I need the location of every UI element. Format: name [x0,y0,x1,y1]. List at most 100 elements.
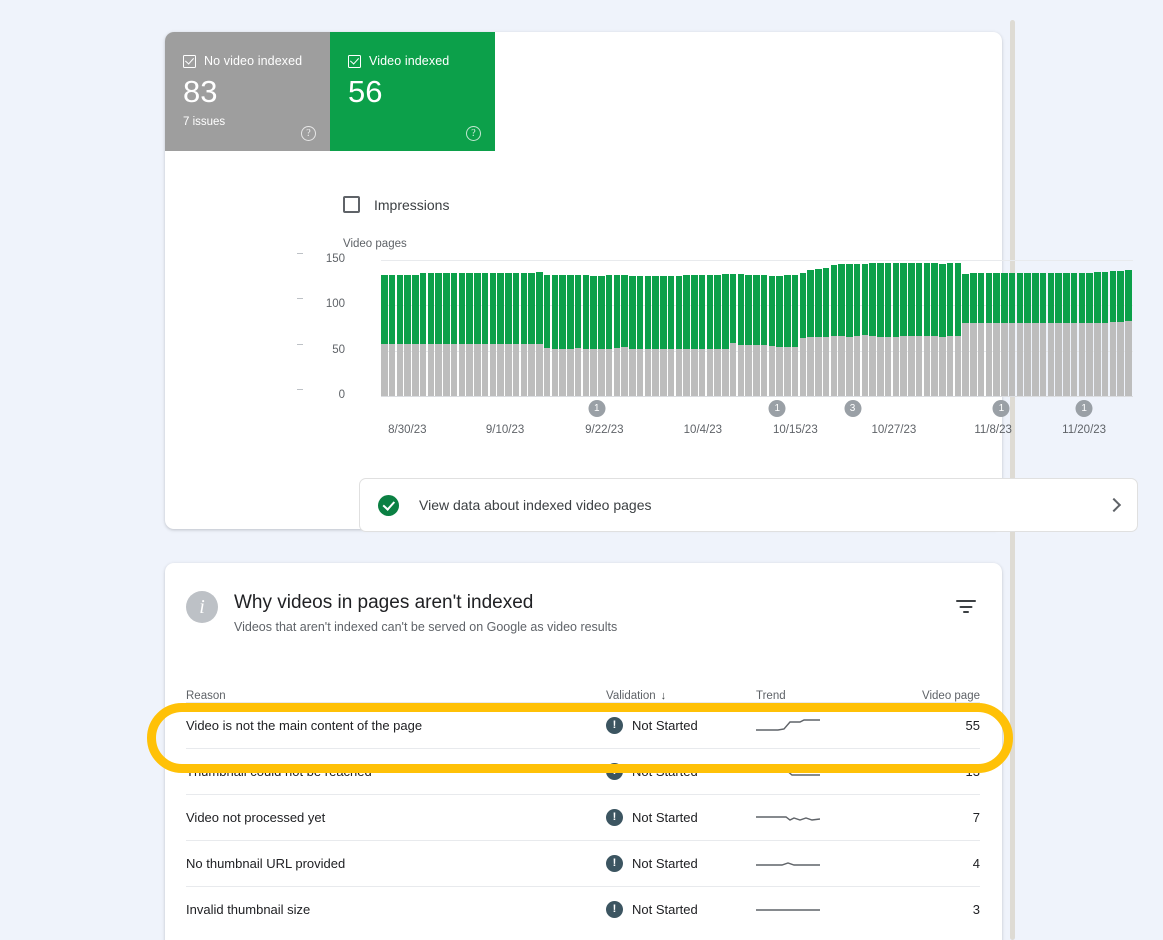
table-row[interactable]: Video is not the main content of the pag… [186,702,980,748]
chart-bar[interactable] [714,260,721,396]
chart-bar[interactable] [528,260,535,396]
column-header-validation[interactable]: Validation ↓ [606,690,756,702]
chart-bar[interactable] [768,260,776,396]
chart-bar[interactable] [970,260,977,396]
chart-bar[interactable] [660,260,667,396]
chart-bar[interactable] [737,260,745,396]
chart-bar[interactable] [900,260,907,396]
tile-no-video-indexed[interactable]: No video indexed 83 7 issues ? [165,32,330,151]
chart-bar[interactable] [443,260,450,396]
chart-bar[interactable] [450,260,458,396]
chart-bar[interactable] [567,260,574,396]
chart-bar[interactable] [977,260,985,396]
chart-bar[interactable] [946,260,954,396]
chart-bar[interactable] [722,260,729,396]
help-icon[interactable]: ? [301,126,316,141]
chart-bar[interactable] [985,260,993,396]
chart-bar[interactable] [791,260,799,396]
chart-bar[interactable] [908,260,915,396]
chart-bar[interactable] [830,260,838,396]
chart-bar[interactable] [582,260,590,396]
chart-bar[interactable] [1078,260,1086,396]
chart-annotation-badge[interactable]: 3 [844,400,861,417]
chart-bar[interactable] [1063,260,1070,396]
chart-bar[interactable] [1070,260,1078,396]
chart-bar[interactable] [915,260,923,396]
chart-bar[interactable] [652,260,659,396]
table-row[interactable]: Invalid thumbnail size! Not Started 3 [186,886,980,932]
chart-bar[interactable] [1125,260,1132,396]
chart-bar[interactable] [799,260,807,396]
chart-bar[interactable] [481,260,489,396]
chart-bar[interactable] [636,260,644,396]
chart-bar[interactable] [598,260,605,396]
chart-bar[interactable] [621,260,628,396]
chart-bar[interactable] [605,260,613,396]
chart-bar[interactable] [1039,260,1047,396]
chart-bar[interactable] [853,260,861,396]
chart-bar[interactable] [729,260,737,396]
chart-bar[interactable] [505,260,512,396]
chart-bar[interactable] [574,260,582,396]
checkbox-unchecked-icon[interactable] [343,196,360,213]
chart-bar[interactable] [613,260,621,396]
chart-bar[interactable] [404,260,411,396]
chart-bar[interactable] [822,260,830,396]
chart-bar[interactable] [396,260,404,396]
chart-bar[interactable] [877,260,884,396]
chart-bar[interactable] [1094,260,1101,396]
chart-bar[interactable] [698,260,706,396]
chart-bar[interactable] [667,260,675,396]
chart-bar[interactable] [931,260,938,396]
chart-bar[interactable] [753,260,760,396]
chart-bar[interactable] [474,260,481,396]
chart-bar[interactable] [559,260,566,396]
chart-bar[interactable] [1024,260,1031,396]
checkbox-checked-icon[interactable] [348,54,361,68]
chart-annotation-badge[interactable]: 1 [588,400,606,417]
chart-bar[interactable] [512,260,520,396]
checkbox-checked-icon[interactable] [183,54,196,68]
column-header-trend[interactable]: Trend [756,690,786,702]
chart-bar[interactable] [1086,260,1093,396]
chart-annotation-badge[interactable]: 1 [768,400,786,417]
chart-bar[interactable] [458,260,466,396]
chart-bar[interactable] [846,260,853,396]
chart-bar[interactable] [388,260,396,396]
chart-bar[interactable] [1016,260,1024,396]
chart-bar[interactable] [644,260,652,396]
table-row[interactable]: No thumbnail URL provided! Not Started 4 [186,840,980,886]
help-icon[interactable]: ? [466,126,481,141]
chart-bar[interactable] [815,260,822,396]
chart-bar[interactable] [497,260,504,396]
chart-bar[interactable] [892,260,900,396]
chart-bar[interactable] [869,260,876,396]
column-header-video-page[interactable]: Video page [922,690,980,702]
chart-bar[interactable] [954,260,962,396]
sort-descending-icon[interactable]: ↓ [660,690,667,702]
chart-bar[interactable] [691,260,698,396]
chart-bar[interactable] [1032,260,1039,396]
chart-bar[interactable] [520,260,528,396]
chart-bar[interactable] [939,260,946,396]
chart-bar[interactable] [1101,260,1109,396]
chart-bar[interactable] [1055,260,1062,396]
view-indexed-video-pages-banner[interactable]: View data about indexed video pages [359,478,1138,532]
chart-bar[interactable] [435,260,442,396]
chart-annotation-badge[interactable]: 1 [1075,400,1093,417]
table-row[interactable]: Thumbnail could not be reached! Not Start… [186,748,980,794]
tile-video-indexed[interactable]: Video indexed 56 ? [330,32,495,151]
chart-bar[interactable] [1117,260,1124,396]
chart-bar[interactable] [489,260,497,396]
chart-bar[interactable] [884,260,892,396]
chart-bar[interactable] [590,260,597,396]
chart-bar[interactable] [706,260,714,396]
impressions-toggle[interactable]: Impressions [343,196,449,213]
chart-bar[interactable] [1047,260,1055,396]
chart-bar[interactable] [1008,260,1016,396]
column-header-reason[interactable]: Reason [186,690,226,702]
chart-bar[interactable] [427,260,435,396]
chart-bar[interactable] [838,260,845,396]
table-row[interactable]: Video not processed yet! Not Started 7 [186,794,980,840]
chart-bar[interactable] [993,260,1000,396]
